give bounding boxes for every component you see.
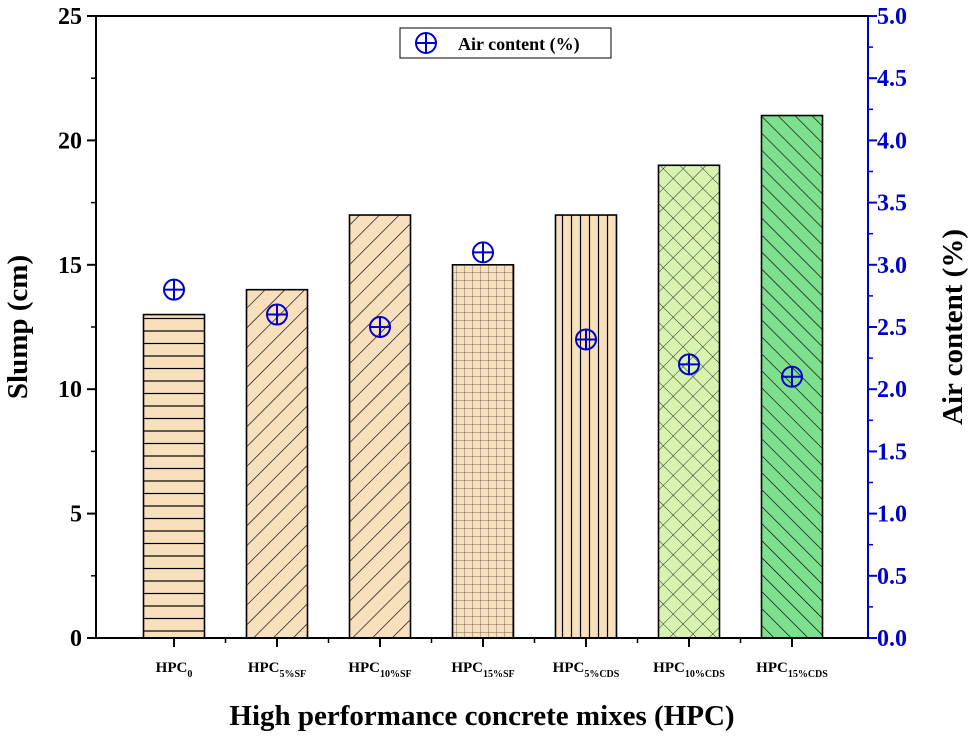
right-tick-label: 1.0 [877, 502, 907, 528]
right-tick-label: 0.5 [877, 564, 907, 590]
left-axis-ticks: 0 5 10 15 20 25 [58, 4, 96, 652]
right-tick-label: 2.0 [877, 377, 907, 403]
right-tick-label: 2.5 [877, 315, 907, 341]
left-tick-label: 15 [58, 253, 82, 279]
right-tick-label: 4.5 [877, 66, 907, 92]
bar-group [142, 114, 824, 639]
air-content-marker [369, 316, 391, 338]
left-tick-label: 10 [58, 377, 82, 403]
x-axis-title: High performance concrete mixes (HPC) [229, 700, 734, 732]
legend-label: Air content (%) [458, 34, 580, 55]
y-axis-title: Slump (cm) [2, 255, 34, 399]
category-label: HPC10%SF [348, 660, 411, 680]
air-content-marker [575, 328, 597, 351]
right-tick-label: 3.5 [877, 191, 907, 217]
slump-bar [554, 214, 618, 639]
left-tick-label: 20 [58, 128, 82, 154]
right-tick-label: 4.0 [877, 128, 907, 154]
air-content-markers [163, 241, 803, 388]
category-label: HPC15%CDS [756, 660, 828, 680]
slump-bar [348, 214, 412, 639]
right-tick-label: 1.5 [877, 439, 907, 465]
legend-marker-icon [415, 32, 437, 54]
right-tick-label: 3.0 [877, 253, 907, 279]
air-content-marker [678, 353, 700, 376]
right-axis-ticks: 0.0 0.5 1.0 1.5 2.0 2.5 3.0 3.5 4.0 4.5 5.0 [868, 4, 907, 652]
slump-bar [142, 313, 206, 639]
left-tick-label: 25 [58, 4, 82, 30]
category-label: HPC0 [156, 660, 193, 680]
y-axis-title-right: Air content (%) [937, 229, 969, 425]
category-label: HPC10%CDS [653, 660, 725, 680]
left-tick-label: 5 [70, 502, 82, 528]
air-content-marker [266, 303, 288, 326]
slump-bar [760, 114, 824, 639]
x-axis-ticks: HPC0 HPC5%SF HPC10%SF HPC15%SF HPC5%CDS HPC10… [156, 638, 828, 680]
right-tick-label: 5.0 [877, 4, 907, 30]
slump-bar [657, 164, 721, 639]
air-content-marker [163, 278, 185, 301]
legend: Air content (%) [399, 27, 612, 59]
air-content-marker [472, 241, 494, 264]
right-tick-label: 0.0 [877, 626, 907, 652]
left-tick-label: 0 [70, 626, 82, 652]
category-label: HPC5%CDS [553, 660, 620, 680]
slump-bar [451, 263, 515, 639]
category-label: HPC5%SF [248, 660, 306, 680]
air-content-marker [781, 365, 803, 388]
slump-bar [245, 288, 309, 639]
category-label: HPC15%SF [451, 660, 514, 680]
